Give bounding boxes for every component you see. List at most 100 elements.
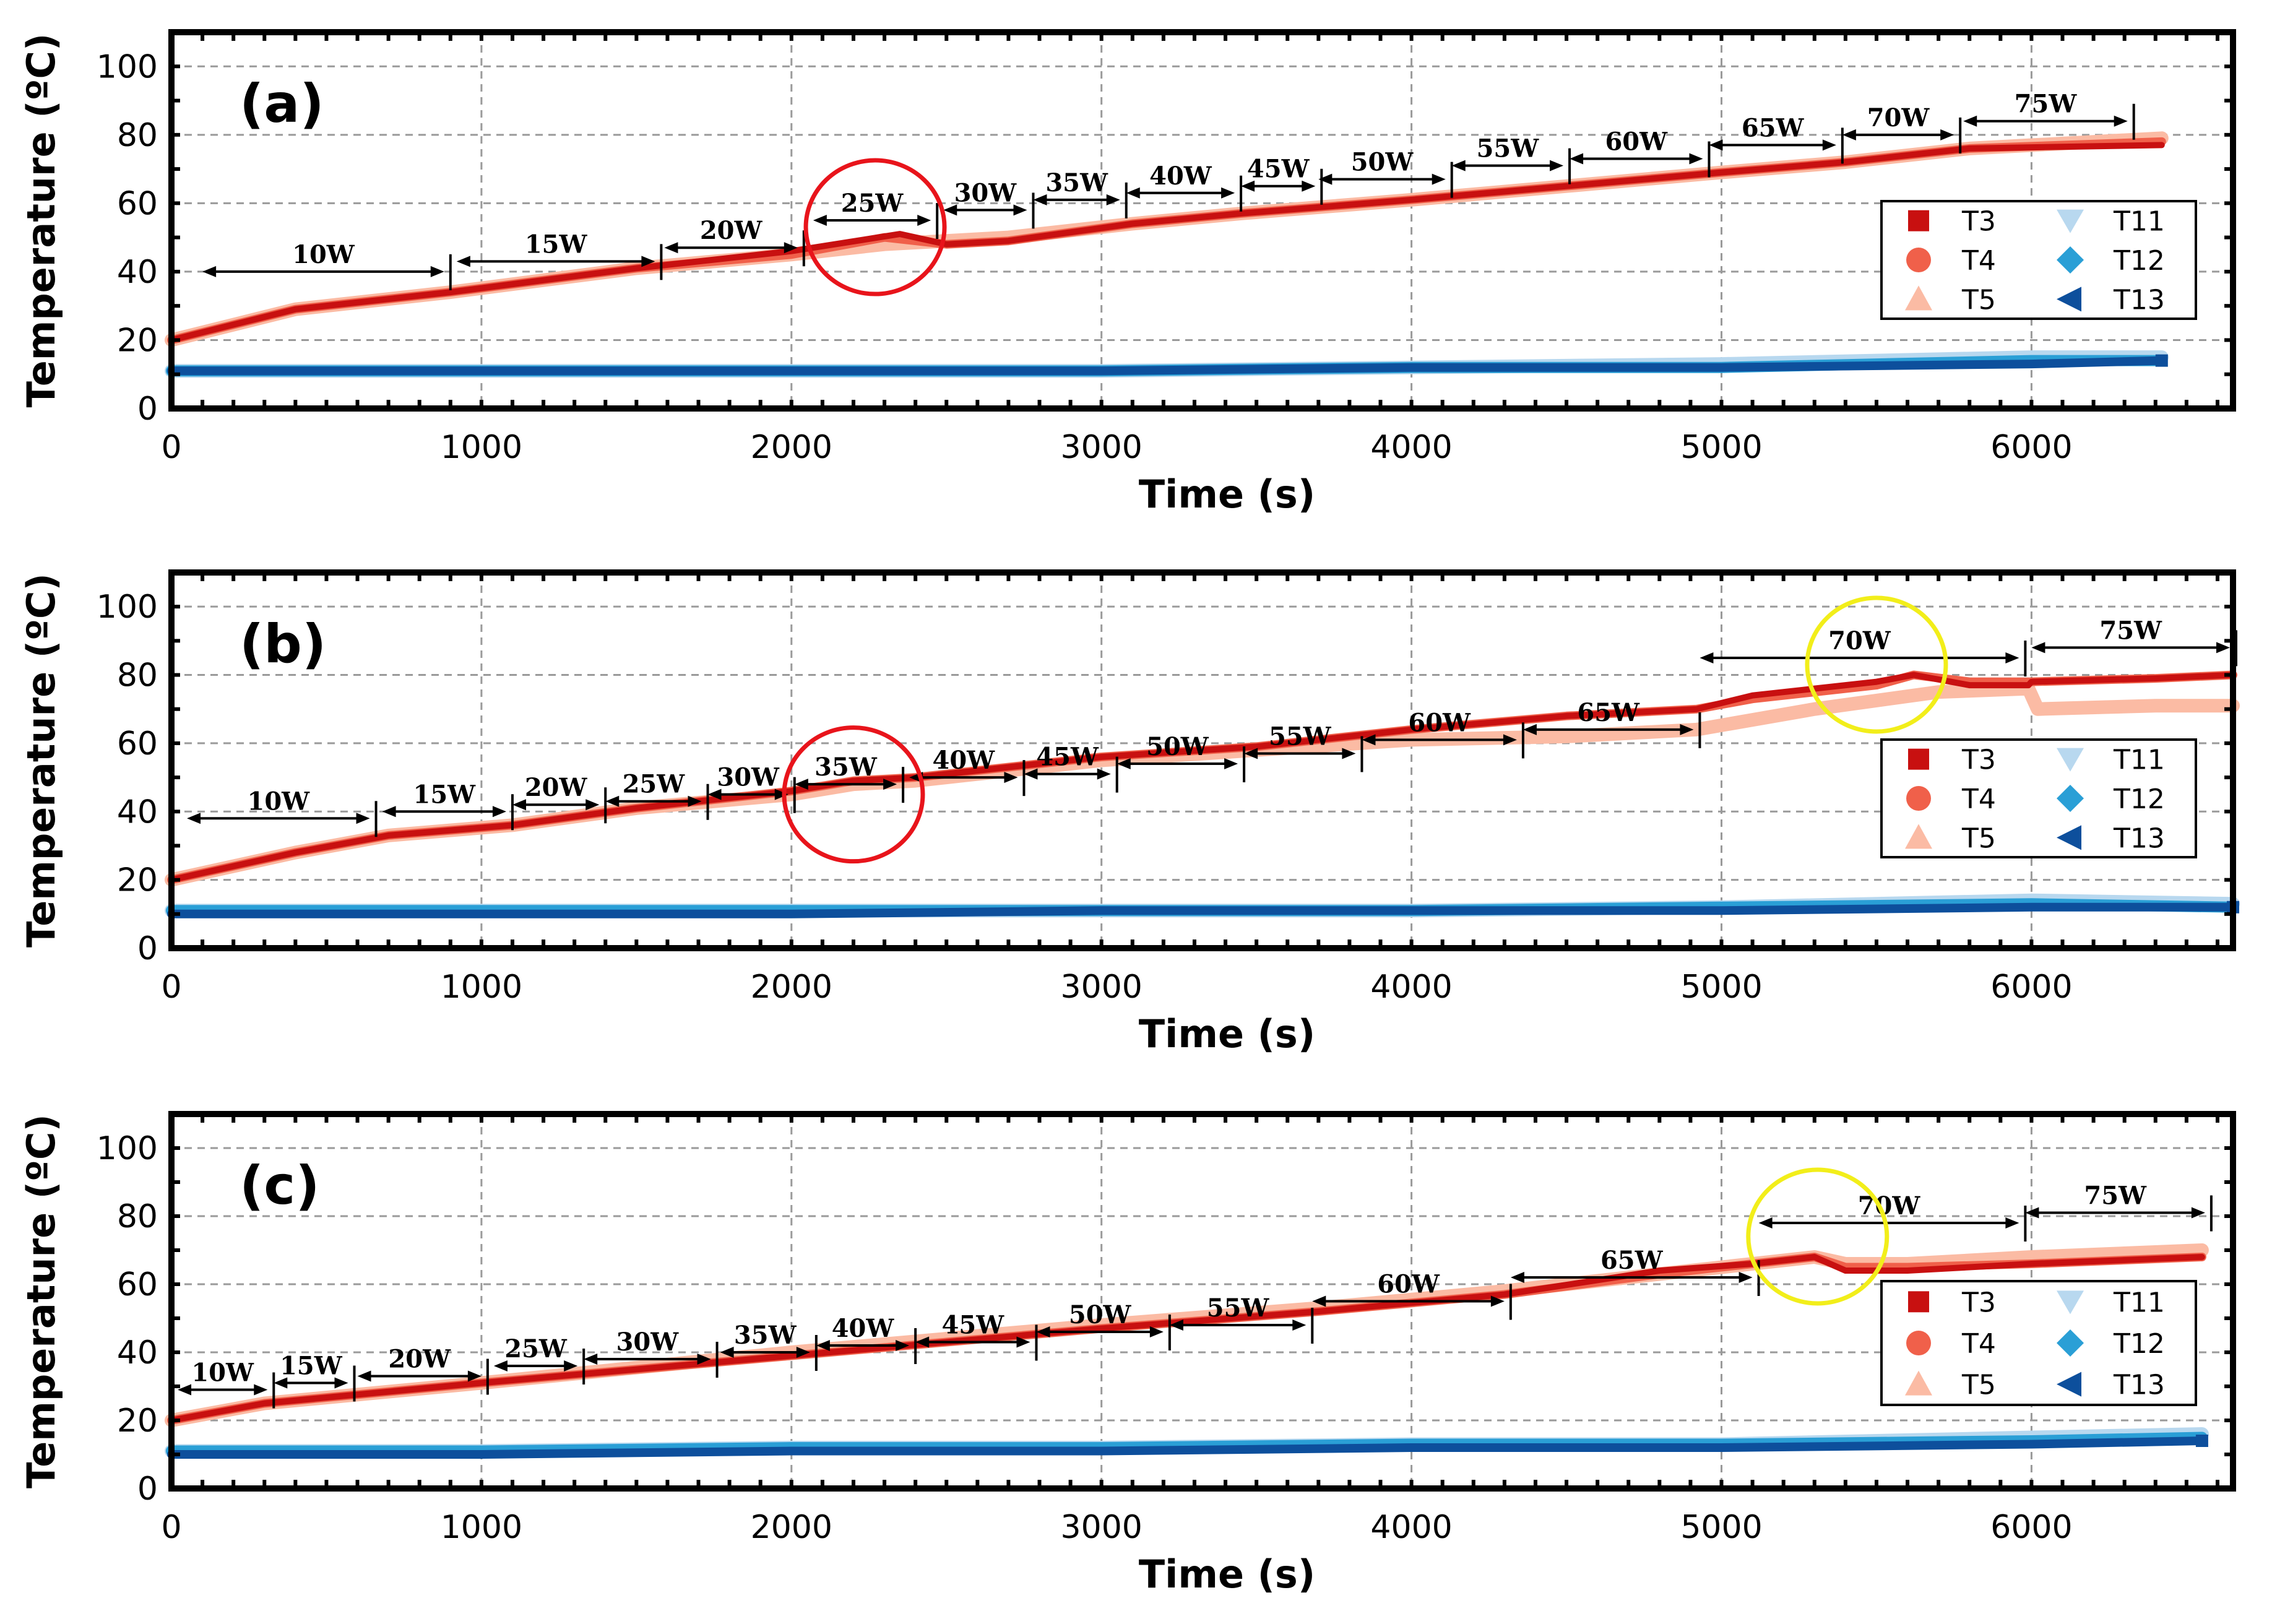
power-steps: 10W 15W 20W 25W 30W 35W 40W 45W 50W 55W 60W 65W 70W 7… [178,1181,2213,1409]
legend-item: T11 [2057,1287,2165,1318]
arrowhead-right [2216,642,2230,654]
power-step-label: 60W [1605,127,1668,157]
power-step-label: 35W [734,1321,797,1350]
arrowhead-left [1244,748,1258,759]
panel-label: (a) [240,73,324,135]
power-step-label: 60W [1377,1270,1440,1299]
panel-b: 10W 15W 20W 25W 30W 35W 40W 45W 50W 55W 60W 65W 70W 7… [19,569,2240,1056]
arrowhead-left [1700,652,1714,663]
arrowhead-right [1106,194,1120,205]
arrowhead-right [2005,652,2019,663]
panel-label: (b) [240,613,326,675]
tick-label-y: 0 [137,930,158,967]
series-T13 [167,356,2166,376]
legend-box [1880,1280,2197,1406]
tick-label-x: 3000 [1061,969,1142,1006]
legend-item: T12 [2057,784,2165,815]
panel-label: (c) [240,1155,320,1217]
tick-label-y: 20 [117,322,158,359]
arrowhead-right [1940,129,1955,140]
gridlines [171,572,2233,948]
arrowhead-left [794,779,808,790]
power-step: 65W [1523,698,1701,748]
power-step-label: 50W [1351,148,1414,177]
power-step: 65W [1510,1246,1760,1296]
power-step-label: 25W [841,189,904,218]
power-step: 25W [813,189,939,239]
legend-marker-circle [1906,786,1931,811]
tick-label-y: 60 [117,1266,158,1303]
tick-label-y: 100 [97,48,158,85]
arrowhead-right [883,779,897,790]
arrowhead-right [774,788,788,800]
arrowhead-right [356,813,370,824]
arrowhead-left [1570,153,1584,165]
power-step-label: 40W [832,1314,895,1343]
power-step-label: 20W [525,773,588,802]
series-T3 [168,142,2165,343]
legend-item: T3 [1908,206,1996,238]
legend-item: T11 [2057,745,2165,776]
legend: T3 T4 T5 T11 T12 T13 [1880,1280,2197,1406]
power-step-label: 75W [2015,90,2078,119]
arrowhead-left [1312,1295,1326,1307]
tick-label-x: 5000 [1680,969,1762,1006]
power-step: 40W [1126,162,1243,212]
legend: T3 T4 T5 T11 T12 T13 [1880,738,2197,858]
arrowhead-right [492,806,506,818]
tick-label-x: 3000 [1061,1509,1142,1546]
arrowhead-right [1432,173,1446,185]
power-step-label: 25W [623,770,686,799]
tick-label-y: 80 [117,657,158,694]
arrowhead-right [1342,748,1356,759]
power-step-label: 30W [616,1328,680,1357]
series-T3 [168,672,2236,883]
power-step-label: 10W [248,787,311,816]
legend-label: T5 [1961,823,1996,854]
tick-label-y: 100 [97,589,158,626]
power-step: 55W [1451,134,1571,184]
arrowhead-right [1739,1272,1753,1283]
arrowhead-right [1689,153,1703,165]
tick-label-x: 2000 [751,969,832,1006]
arrowhead-left [178,1384,192,1396]
tick-label-x: 0 [161,429,181,466]
power-step: 45W [915,1311,1038,1361]
arrowhead-left [1510,1272,1524,1283]
legend-marker-diamond [2057,1329,2084,1357]
arrowhead-right [1292,1320,1307,1331]
arrowhead-left [1126,187,1140,199]
arrowhead-left [357,1370,371,1382]
legend-marker-triangle-down [2057,1290,2084,1315]
power-step: 15W [274,1352,356,1402]
legend-label: T4 [1961,245,1996,277]
arrowhead-right [1822,139,1836,151]
arrowhead-right [467,1370,482,1382]
highlight-circle [782,725,925,864]
series-end-marker [2195,1435,2208,1447]
arrowhead-left [1362,734,1376,746]
tick-label-x: 0 [161,969,181,1006]
legend-label: T12 [2113,784,2165,815]
legend: T3 T4 T5 T11 T12 T13 [1880,200,2197,320]
arrowhead-right [1503,734,1517,746]
power-step-label: 65W [1577,698,1640,727]
arrowhead-right [1149,1326,1164,1337]
x-axis-title: Time (s) [1139,1011,1315,1056]
arrowhead-right [2191,1207,2205,1219]
arrowhead-right [1550,160,1564,171]
legend-item: T5 [1905,1370,1996,1401]
power-step-label: 45W [1036,743,1099,772]
power-step-label: 30W [717,763,780,792]
power-step-label: 15W [413,780,476,809]
power-step: 50W [1318,148,1453,198]
legend-label: T11 [2113,206,2165,238]
power-step-label: 50W [1146,732,1209,761]
legend-label: T12 [2113,1328,2165,1360]
arrowhead-left [1117,758,1131,770]
power-step-label: 35W [1045,168,1108,197]
power-step-label: 25W [504,1334,568,1363]
arrowhead-left [1036,1326,1050,1337]
power-step-label: 75W [2084,1181,2147,1211]
power-step: 55W [1169,1294,1314,1344]
